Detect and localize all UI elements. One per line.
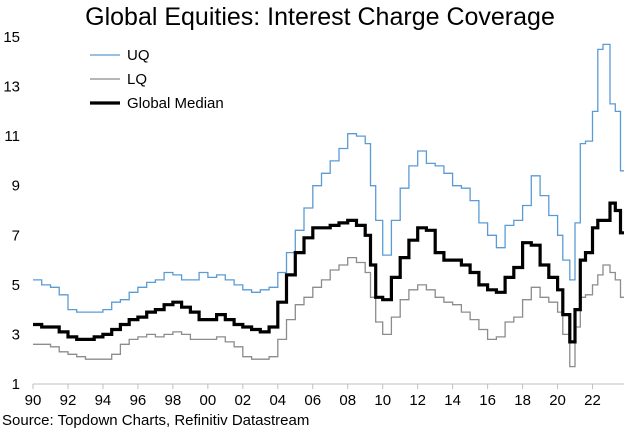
source-note: Source: Topdown Charts, Refinitiv Datast…	[2, 412, 310, 429]
axes: 90 92 94 96 98 00 02 04 06 08 10 12 14 16 18 20 22135791…	[3, 29, 624, 409]
x-tick-label: 22	[584, 392, 601, 409]
x-tick-label: 10	[374, 392, 391, 409]
x-tick-label: 18	[514, 392, 531, 409]
x-tick-label: 14	[444, 392, 461, 409]
x-tick-label: 12	[409, 392, 426, 409]
y-tick-label: 1	[12, 376, 20, 393]
y-tick-label: 7	[12, 227, 20, 244]
y-tick-label: 15	[3, 29, 20, 46]
y-tick-label: 5	[12, 277, 20, 294]
x-tick-label: 06	[304, 392, 321, 409]
x-tick-label: 94	[95, 392, 112, 409]
y-tick-label: 13	[3, 79, 20, 96]
series-line-lq	[33, 256, 624, 368]
x-tick-label: 00	[200, 392, 217, 409]
x-tick-label: 02	[234, 392, 251, 409]
x-tick-label: 08	[339, 392, 356, 409]
x-tick-label: 98	[165, 392, 182, 409]
x-tick-label: 20	[549, 392, 566, 409]
legend: UQ LQ Global Median	[90, 47, 224, 112]
y-tick-label: 11	[4, 128, 20, 145]
series-lines	[33, 43, 624, 368]
legend-label-lq: LQ	[127, 71, 147, 88]
x-tick-label: 04	[269, 392, 286, 409]
series-line-uq	[33, 43, 624, 313]
x-tick-label: 96	[130, 392, 147, 409]
legend-label-global-median: Global Median	[127, 95, 224, 112]
y-tick-label: 3	[12, 326, 20, 343]
x-tick-label: 92	[60, 392, 77, 409]
x-tick-label: 90	[25, 392, 42, 409]
x-tick-label: 16	[479, 392, 496, 409]
series-line-global-median	[33, 201, 624, 344]
y-tick-label: 9	[12, 178, 20, 195]
legend-label-uq: UQ	[127, 47, 150, 64]
chart-title: Global Equities: Interest Charge Coverag…	[85, 3, 555, 31]
